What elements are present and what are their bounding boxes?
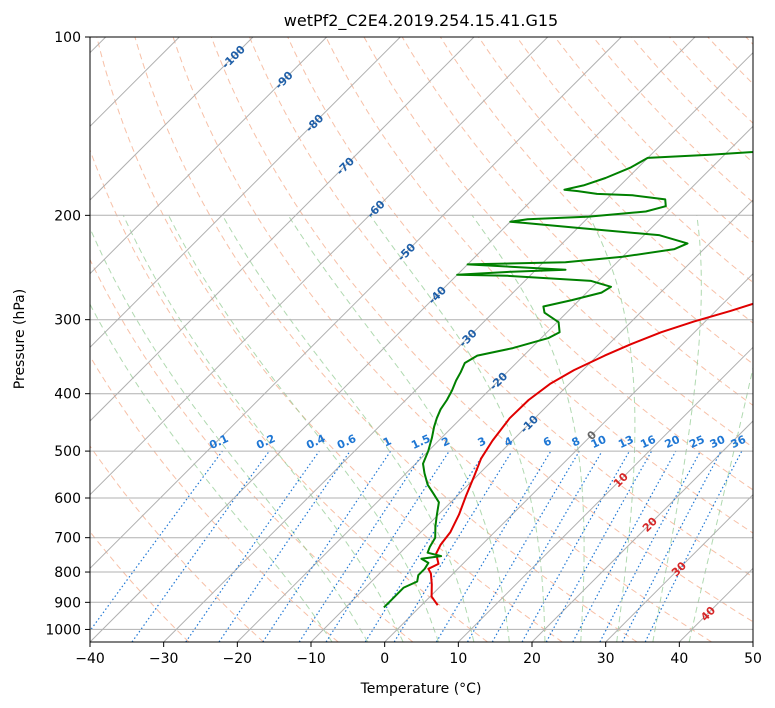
pressure-grid	[90, 37, 753, 630]
dry-adiabat-line	[96, 37, 563, 642]
mixing-ratio-label: 13	[616, 433, 635, 451]
dry-adiabat-line	[90, 445, 264, 642]
isotherm-line	[531, 420, 753, 642]
mixing-ratio-line	[90, 450, 223, 632]
plot-area	[90, 37, 753, 642]
y-tick-label: 700	[54, 531, 81, 547]
dry-adiabat-line	[630, 37, 753, 164]
y-tick-label: 500	[54, 444, 81, 460]
mixing-ratio-label: 10	[589, 433, 609, 451]
y-axis: 100 200 300 400 500 600 700 800 900 1000	[45, 30, 90, 638]
isotherm-line	[90, 37, 328, 275]
isotherm-line	[310, 199, 753, 642]
x-axis: −40 −30 −20 −10 0 10 20 30 40 50	[75, 642, 762, 667]
x-tick-label: 20	[523, 651, 541, 667]
dry-adiabat-line	[592, 37, 753, 204]
mixing-ratio-label: 36	[729, 433, 749, 451]
mixing-ratio-line	[572, 450, 677, 642]
mixing-ratio-line	[466, 450, 580, 642]
y-tick-label: 600	[54, 491, 81, 507]
y-tick-label: 100	[54, 30, 81, 46]
mixing-ratio-line	[325, 450, 450, 642]
x-tick-label: 0	[380, 651, 389, 667]
dry-adiabat-line	[516, 37, 753, 283]
x-tick-label: 10	[449, 651, 467, 667]
isotherm-line	[605, 493, 753, 642]
y-tick-label: 900	[54, 595, 81, 611]
y-tick-label: 800	[54, 565, 81, 581]
moist-adiabat-line	[221, 215, 475, 642]
dry-adiabat-line	[210, 37, 753, 623]
isotherm-line	[384, 272, 753, 642]
y-tick-label: 300	[54, 313, 81, 329]
mixing-ratio-label: 16	[638, 433, 658, 451]
moist-adiabat-line	[588, 215, 636, 642]
x-tick-label: −20	[223, 651, 253, 667]
plot-frame	[89, 36, 754, 643]
profile-lines	[383, 151, 753, 609]
x-tick-label: −30	[149, 651, 179, 667]
moist-adiabat-line	[652, 215, 702, 642]
y-tick-label: 400	[54, 387, 81, 403]
mixing-ratio-line	[545, 450, 653, 642]
dry-adiabat-line	[90, 258, 414, 642]
x-axis-label: Temperature (°C)	[360, 681, 482, 697]
moist-adiabat-line	[90, 303, 333, 642]
dry-adiabat-line	[287, 37, 753, 534]
moist-adiabat-line	[168, 215, 439, 642]
x-tick-label: 30	[597, 651, 615, 667]
mixing-ratio-line	[491, 450, 603, 642]
isotherm-line	[90, 37, 549, 496]
dry-adiabat-line	[363, 37, 753, 448]
dry-adiabat-line	[478, 37, 753, 324]
mixing-ratio-line	[393, 450, 513, 642]
isotherm-line	[163, 51, 753, 642]
x-tick-label: −40	[75, 651, 105, 667]
dry-adiabat-line	[134, 37, 638, 642]
y-tick-label: 1000	[45, 622, 81, 638]
x-tick-label: 50	[744, 651, 762, 667]
dry-adiabat-line	[401, 37, 753, 406]
y-axis-label: Pressure (hPa)	[12, 289, 28, 389]
isotherm-line	[90, 37, 475, 422]
mixing-ratio-line	[521, 450, 631, 642]
isotherm-line	[90, 37, 622, 570]
mixing-ratio-label: 25	[687, 433, 706, 451]
dry-adiabat-line	[172, 37, 712, 642]
mixing-ratio-line	[185, 450, 320, 642]
x-tick-label: 40	[670, 651, 688, 667]
dry-adiabat-line	[325, 37, 753, 491]
moist-adiabat-line	[287, 215, 510, 642]
moist-adiabat-line	[90, 227, 369, 642]
isotherm-line	[90, 37, 254, 201]
mixing-ratio-line	[218, 450, 351, 642]
y-tick-label: 200	[54, 208, 81, 224]
isotherm-line	[457, 346, 753, 642]
dewpoint-profile-line	[383, 151, 753, 609]
chart-title: wetPf2_C2E4.2019.254.15.41.G15	[284, 11, 558, 31]
mixing-ratio-line	[131, 450, 270, 642]
mixing-ratio-label: 20	[663, 433, 683, 451]
moist-adiabat-line	[122, 215, 404, 642]
isotherm-line	[90, 37, 401, 349]
mixing-ratio-line	[364, 450, 486, 642]
isotherm-line	[90, 37, 696, 642]
mixing-ratio-label: 30	[708, 433, 728, 451]
background-lines	[90, 37, 753, 642]
mixing-ratio-line	[435, 450, 552, 642]
x-tick-label: −10	[296, 651, 326, 667]
